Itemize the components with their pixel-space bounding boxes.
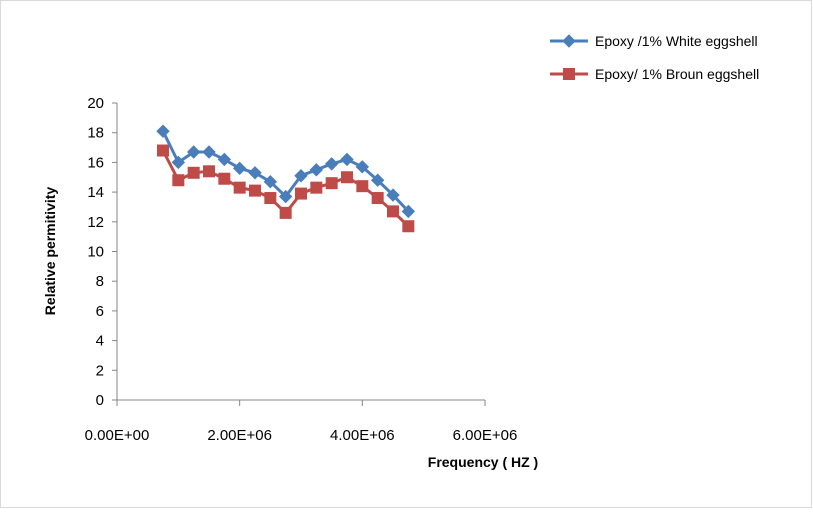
series-2 — [157, 145, 414, 233]
y-tick-label: 2 — [96, 362, 104, 379]
y-tick-label: 4 — [96, 333, 104, 350]
data-point — [356, 180, 368, 192]
square-marker-icon — [563, 68, 575, 80]
data-point — [234, 162, 246, 174]
diamond-marker-icon — [563, 35, 575, 47]
legend-label: Epoxy /1% White eggshell — [595, 33, 758, 49]
legend: Epoxy /1% White eggshell Epoxy/ 1% Broun … — [550, 33, 759, 82]
data-point — [188, 167, 200, 179]
x-axis-title: Frequency ( HZ ) — [428, 454, 538, 470]
y-tick-label: 8 — [96, 273, 104, 290]
data-point — [372, 192, 384, 204]
data-point — [218, 153, 230, 165]
data-point — [234, 182, 246, 194]
y-tick-label: 14 — [87, 184, 104, 201]
y-axis-title: Relative permitivity — [42, 187, 58, 316]
y-tick-label: 12 — [87, 214, 104, 231]
y-tick-label: 18 — [87, 125, 104, 142]
data-point — [341, 153, 353, 165]
data-point — [341, 171, 353, 183]
data-point — [157, 125, 169, 137]
data-point — [280, 207, 292, 219]
x-tick-label: 4.00E+06 — [330, 427, 395, 444]
x-tick-label: 0.00E+00 — [85, 427, 150, 444]
y-tick-label: 6 — [96, 303, 104, 320]
data-point — [218, 173, 230, 185]
data-point — [402, 220, 414, 232]
legend-label: Epoxy/ 1% Broun eggshell — [595, 66, 759, 82]
x-tick-label: 2.00E+06 — [207, 427, 272, 444]
data-point — [310, 182, 322, 194]
y-tick-label: 10 — [87, 244, 104, 261]
data-point — [172, 174, 184, 186]
data-point — [310, 164, 322, 176]
data-point — [387, 205, 399, 217]
data-point — [295, 188, 307, 200]
data-point — [326, 158, 338, 170]
data-point — [157, 145, 169, 157]
y-axis: 0 2 4 6 8 10 12 14 16 18 20 — [87, 95, 117, 409]
data-point — [203, 165, 215, 177]
data-point — [264, 192, 276, 204]
data-point — [326, 177, 338, 189]
data-point — [249, 185, 261, 197]
y-tick-label: 0 — [96, 392, 104, 409]
plot-area — [157, 125, 414, 232]
y-tick-label: 20 — [87, 95, 104, 112]
x-tick-label: 6.00E+06 — [453, 427, 518, 444]
y-tick-label: 16 — [87, 154, 104, 171]
data-point — [249, 167, 261, 179]
x-axis: 0.00E+00 2.00E+06 4.00E+06 6.00E+06 — [85, 400, 518, 444]
data-point — [203, 146, 215, 158]
